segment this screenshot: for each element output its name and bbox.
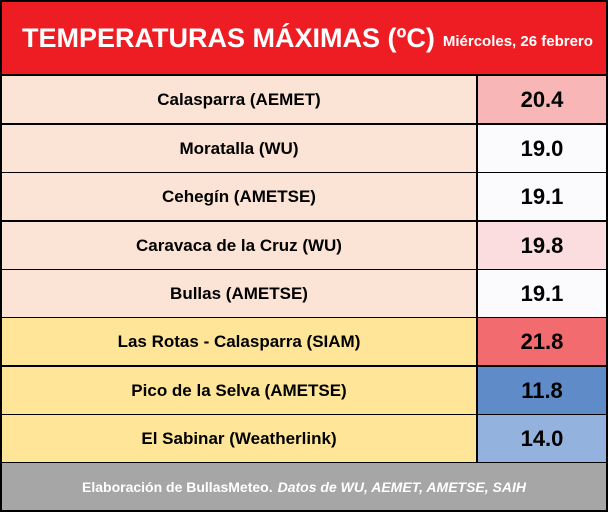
station-name: Bullas (AMETSE)	[2, 270, 476, 317]
temperature-value: 21.8	[478, 318, 606, 365]
table-row: Moratalla (WU) 19.0	[2, 125, 606, 172]
temperature-value: 20.4	[478, 76, 606, 123]
temperature-value: 19.8	[478, 222, 606, 269]
table-row: El Sabinar (Weatherlink) 14.0	[2, 415, 606, 462]
temperature-value: 19.1	[478, 270, 606, 317]
table-title: TEMPERATURAS MÁXIMAS (ºC)	[22, 22, 435, 53]
footer-sources: Datos de WU, AEMET, AMETSE, SAIH	[277, 478, 526, 495]
station-name: Caravaca de la Cruz (WU)	[2, 222, 476, 269]
table-row: Bullas (AMETSE) 19.1	[2, 270, 606, 317]
table-row: Pico de la Selva (AMETSE) 11.8	[2, 367, 606, 414]
table-footer: Elaboración de BullasMeteo. Datos de WU,…	[2, 463, 606, 510]
table-row: Calasparra (AEMET) 20.4	[2, 76, 606, 123]
table-row: Cehegín (AMETSE) 19.1	[2, 173, 606, 220]
temperature-value: 19.0	[478, 125, 606, 172]
station-name: Pico de la Selva (AMETSE)	[2, 367, 476, 414]
station-name: Moratalla (WU)	[2, 125, 476, 172]
temperature-value: 14.0	[478, 415, 606, 462]
temperature-value: 19.1	[478, 173, 606, 220]
table-header: TEMPERATURAS MÁXIMAS (ºC) Miércoles, 26 …	[2, 2, 606, 74]
station-name: Cehegín (AMETSE)	[2, 173, 476, 220]
temperature-value: 11.8	[478, 367, 606, 414]
footer-credit: Elaboración de BullasMeteo.	[82, 478, 273, 495]
table-row: Las Rotas - Calasparra (SIAM) 21.8	[2, 318, 606, 365]
station-name: Calasparra (AEMET)	[2, 76, 476, 123]
table-row: Caravaca de la Cruz (WU) 19.8	[2, 222, 606, 269]
station-name: El Sabinar (Weatherlink)	[2, 415, 476, 462]
table-date: Miércoles, 26 febrero	[442, 32, 593, 50]
station-name: Las Rotas - Calasparra (SIAM)	[2, 318, 476, 365]
